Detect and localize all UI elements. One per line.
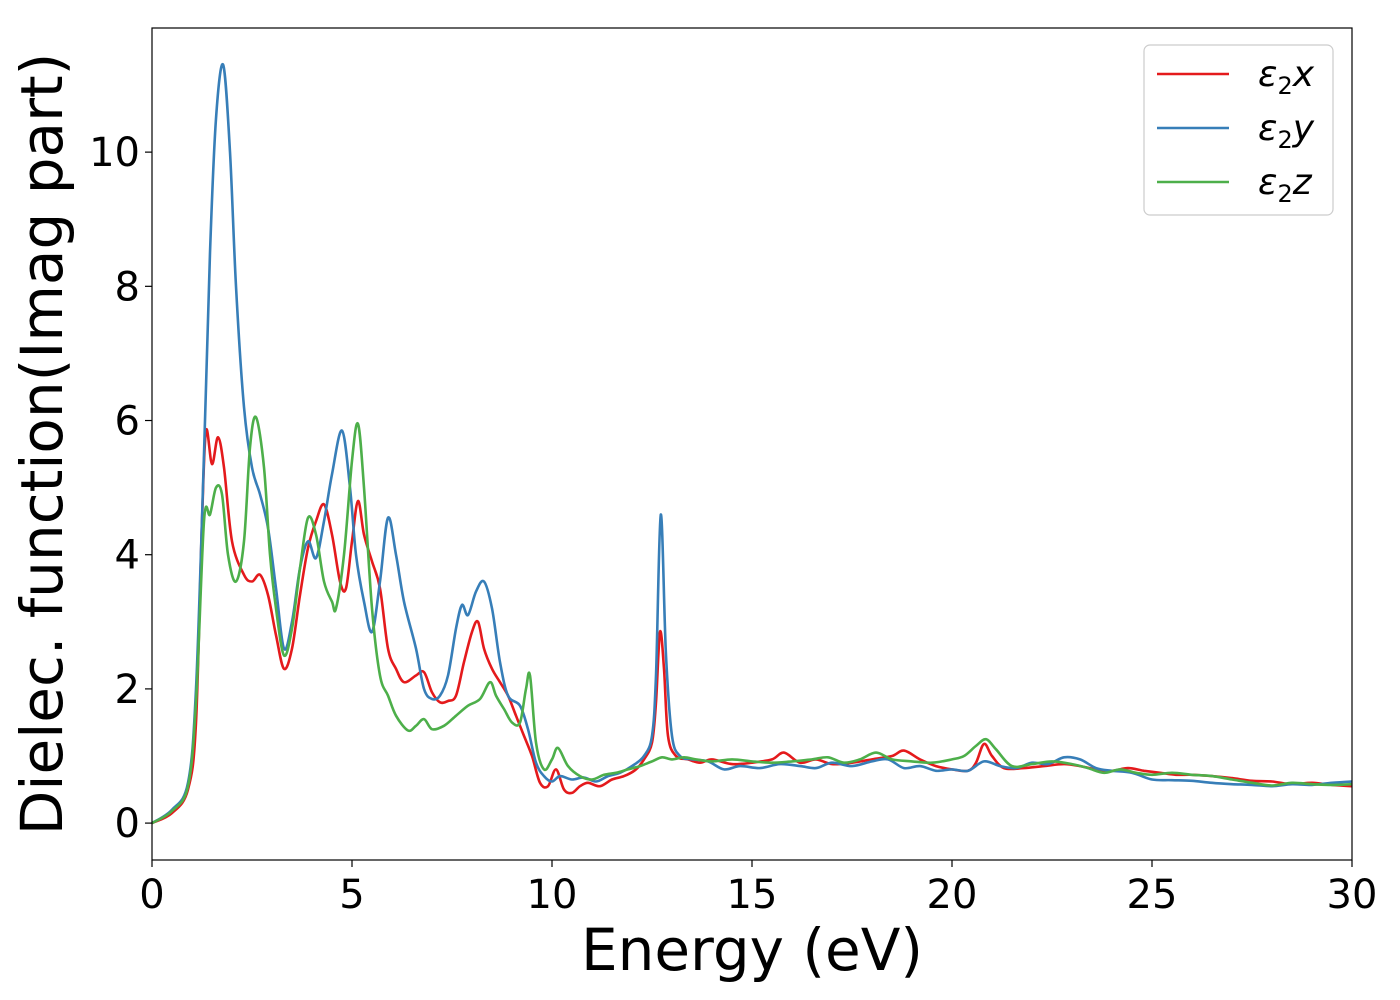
x-tick-label: 20: [927, 872, 978, 918]
x-tick-label: 10: [527, 872, 578, 918]
x-tick-label: 25: [1127, 872, 1178, 918]
legend-label-y: ε2y: [1258, 108, 1315, 154]
x-tick-label: 15: [727, 872, 778, 918]
legend-box: [1143, 44, 1334, 216]
legend: ε2x ε2y ε2z: [1143, 44, 1334, 216]
x-tick-label: 0: [139, 872, 164, 918]
x-axis-ticks: 0 5 10 15 20 25 30: [139, 860, 1377, 918]
y-tick-label: 8: [115, 264, 140, 310]
x-tick-label: 5: [339, 872, 364, 918]
y-tick-label: 6: [115, 399, 140, 445]
y-axis-title: Dielec. function(Imag part): [8, 53, 76, 836]
y-axis-ticks: 0 2 4 6 8 10: [89, 130, 152, 847]
y-tick-label: 4: [115, 533, 140, 579]
y-tick-label: 0: [115, 801, 140, 847]
series-line-z: [151, 415, 1353, 825]
y-tick-label: 2: [115, 667, 140, 713]
legend-label-x: ε2x: [1258, 54, 1315, 100]
series-line-x: [151, 427, 1353, 825]
legend-label-z: ε2z: [1258, 162, 1313, 208]
x-tick-label: 30: [1327, 872, 1378, 918]
x-axis-title: Energy (eV): [581, 916, 923, 984]
series-lines: [151, 62, 1353, 825]
y-tick-label: 10: [89, 130, 140, 176]
